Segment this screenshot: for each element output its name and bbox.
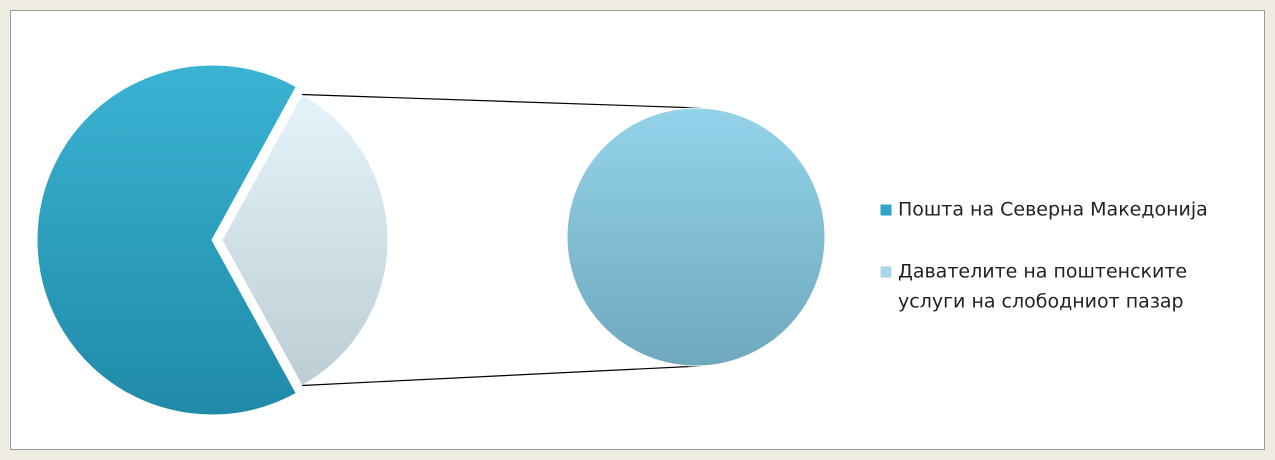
legend-marker <box>879 265 893 279</box>
connector-line <box>301 365 701 387</box>
secondary-pie <box>566 107 826 367</box>
legend-label: Пошта на Северна Македонија <box>898 199 1208 221</box>
legend-label: услуги на слободниот пазар <box>898 291 1184 313</box>
legend-label: Давателите на поштенските <box>898 261 1187 283</box>
pie-slice <box>221 93 389 387</box>
legend-marker <box>879 203 893 217</box>
pie-slice <box>36 64 297 416</box>
connector-line <box>301 93 701 109</box>
